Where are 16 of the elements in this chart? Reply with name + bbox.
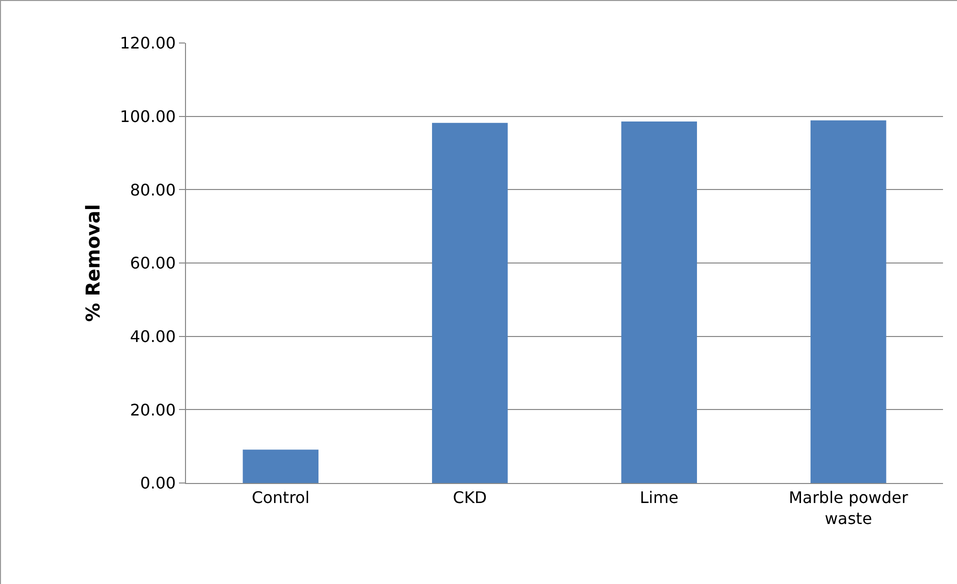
x-tick-label: Marble powder waste — [788, 488, 908, 528]
y-axis-title: % Removal — [82, 204, 105, 322]
y-tick-label: 120.00 — [120, 34, 176, 53]
x-tick-label: Control — [252, 488, 310, 508]
y-tick-label: 60.00 — [130, 254, 176, 273]
y-tick-label: 80.00 — [130, 180, 176, 200]
y-tick-label: 100.00 — [120, 106, 176, 126]
bar — [432, 122, 508, 483]
x-tick-label: CKD — [452, 488, 487, 508]
bar — [810, 120, 886, 483]
y-tick-label: 0.00 — [140, 474, 176, 493]
y-tick-label: 20.00 — [130, 400, 176, 420]
bar — [242, 450, 318, 483]
bar — [621, 121, 697, 483]
x-tick-label: Lime — [640, 488, 679, 508]
y-tick-label: 40.00 — [130, 326, 176, 346]
